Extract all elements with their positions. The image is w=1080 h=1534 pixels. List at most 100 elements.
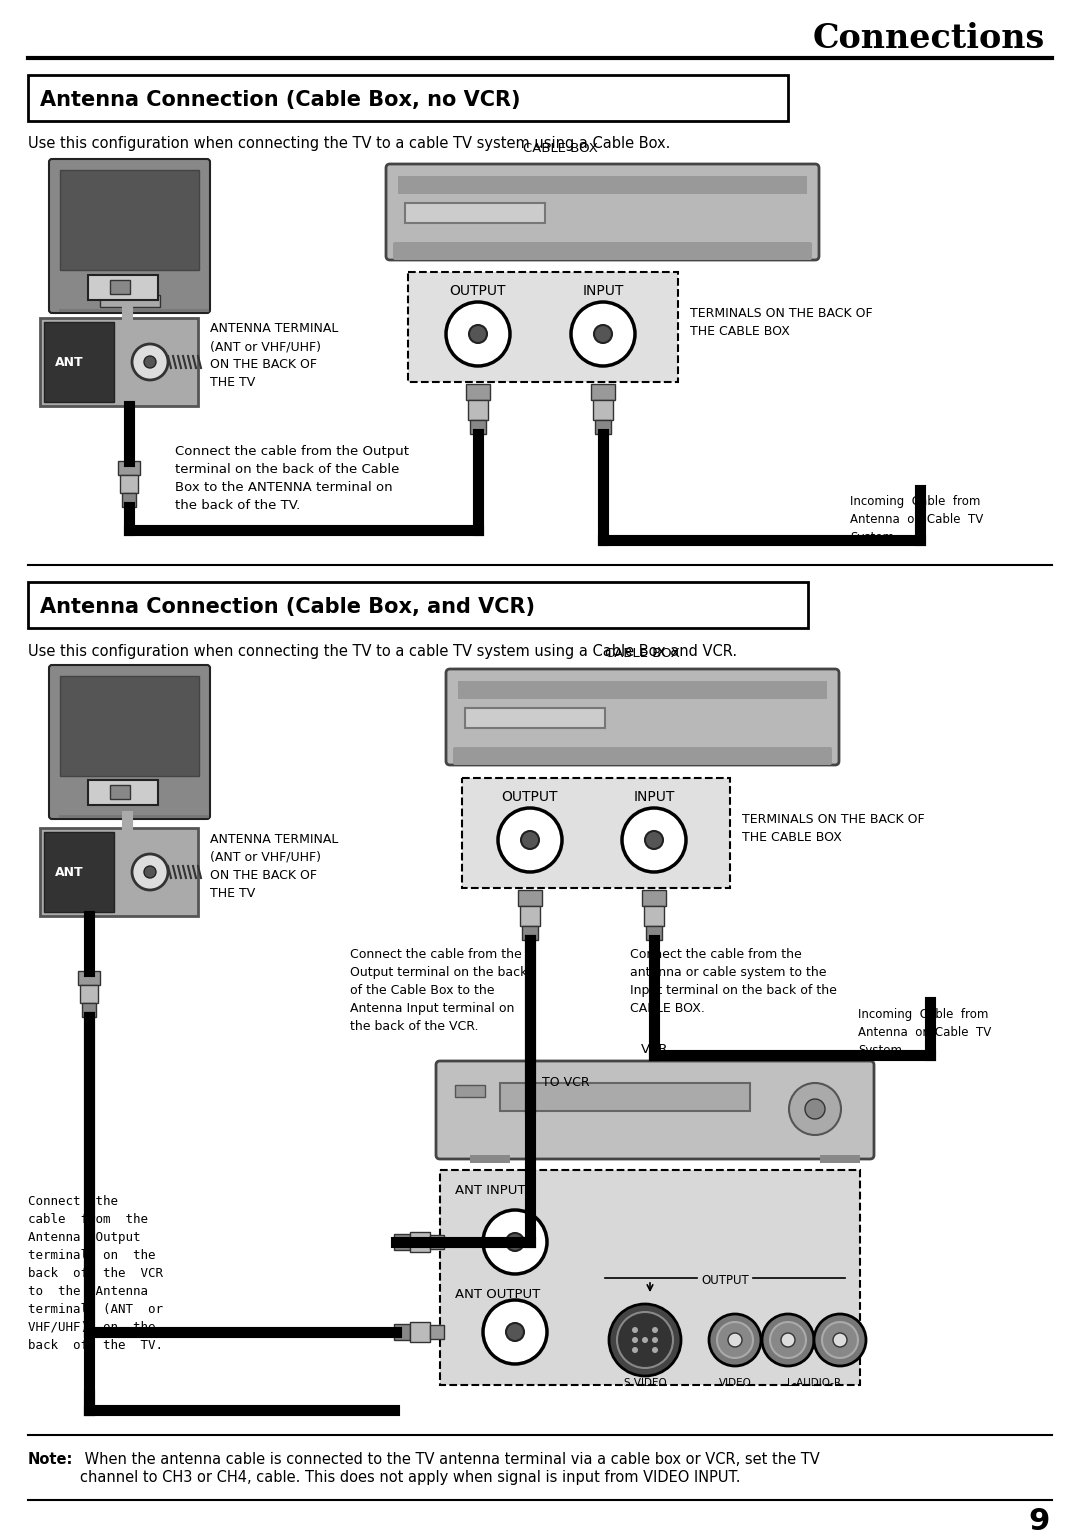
Circle shape — [833, 1333, 847, 1347]
Text: TERMINALS ON THE BACK OF
THE CABLE BOX: TERMINALS ON THE BACK OF THE CABLE BOX — [690, 307, 873, 337]
Text: Use this configuration when connecting the TV to a cable TV system using a Cable: Use this configuration when connecting t… — [28, 137, 671, 150]
Text: VIDEO: VIDEO — [718, 1378, 752, 1388]
Text: CABLE BOX: CABLE BOX — [523, 143, 597, 155]
Bar — [458, 681, 827, 700]
Bar — [440, 1170, 860, 1385]
Bar — [399, 176, 807, 193]
Bar — [646, 927, 662, 940]
FancyBboxPatch shape — [49, 666, 210, 819]
Bar — [122, 492, 136, 508]
Text: ANTENNA TERMINAL
(ANT or VHF/UHF)
ON THE BACK OF
THE TV: ANTENNA TERMINAL (ANT or VHF/UHF) ON THE… — [210, 833, 338, 900]
Circle shape — [498, 808, 562, 871]
Bar — [44, 322, 114, 402]
Circle shape — [645, 831, 663, 848]
Circle shape — [717, 1322, 753, 1358]
FancyBboxPatch shape — [393, 242, 812, 259]
Text: Connect the cable from the
antenna or cable system to the
Input terminal on the : Connect the cable from the antenna or ca… — [630, 948, 837, 1016]
Bar — [60, 170, 199, 270]
Bar — [522, 927, 538, 940]
Text: S VIDEO: S VIDEO — [623, 1378, 666, 1388]
Text: OUTPUT: OUTPUT — [449, 284, 507, 298]
Bar — [410, 1232, 430, 1252]
Circle shape — [632, 1327, 638, 1333]
Bar — [110, 785, 130, 799]
Bar — [430, 1235, 444, 1249]
Circle shape — [789, 1083, 841, 1135]
Circle shape — [652, 1338, 658, 1342]
Text: L-AUDIO-R: L-AUDIO-R — [787, 1378, 841, 1388]
Text: 9: 9 — [1028, 1508, 1050, 1534]
Text: OUTPUT: OUTPUT — [701, 1275, 748, 1287]
Bar — [110, 281, 130, 295]
Circle shape — [652, 1327, 658, 1333]
Text: Antenna Connection (Cable Box, no VCR): Antenna Connection (Cable Box, no VCR) — [40, 91, 521, 110]
Text: Connect the cable from the
Output terminal on the back
of the Cable Box to the
A: Connect the cable from the Output termin… — [350, 948, 527, 1032]
Circle shape — [144, 867, 156, 877]
Text: Incoming  Cable  from
Antenna  or  Cable  TV
System: Incoming Cable from Antenna or Cable TV … — [850, 495, 983, 545]
Text: ANT: ANT — [55, 865, 83, 879]
Circle shape — [822, 1322, 858, 1358]
Circle shape — [521, 831, 539, 848]
Circle shape — [632, 1347, 638, 1353]
Text: ANT: ANT — [55, 356, 83, 368]
Bar — [644, 907, 664, 927]
Circle shape — [762, 1315, 814, 1365]
Bar — [591, 384, 615, 400]
Bar — [118, 462, 140, 476]
Circle shape — [609, 1304, 681, 1376]
Bar — [100, 295, 160, 307]
Bar — [40, 318, 198, 407]
Bar — [40, 828, 198, 916]
Text: OUTPUT: OUTPUT — [502, 790, 558, 804]
Circle shape — [632, 1338, 638, 1342]
Circle shape — [652, 1347, 658, 1353]
Bar — [519, 907, 540, 927]
Circle shape — [132, 854, 168, 890]
Circle shape — [144, 356, 156, 368]
Text: TO VCR: TO VCR — [542, 1077, 590, 1089]
Circle shape — [446, 302, 510, 367]
Bar — [87, 275, 158, 301]
Circle shape — [708, 1315, 761, 1365]
Circle shape — [642, 1338, 648, 1342]
Bar — [593, 400, 613, 420]
Circle shape — [483, 1210, 546, 1275]
Bar — [28, 75, 788, 121]
Bar — [82, 1003, 96, 1017]
Circle shape — [770, 1322, 806, 1358]
Circle shape — [571, 302, 635, 367]
Text: Antenna Connection (Cable Box, and VCR): Antenna Connection (Cable Box, and VCR) — [40, 597, 535, 617]
Bar — [28, 581, 808, 627]
Bar — [394, 1324, 410, 1341]
Bar — [518, 890, 542, 907]
FancyBboxPatch shape — [453, 747, 832, 765]
Text: INPUT: INPUT — [582, 284, 623, 298]
Bar — [405, 202, 545, 222]
Bar — [465, 384, 490, 400]
Bar — [78, 971, 100, 985]
Circle shape — [132, 344, 168, 380]
Circle shape — [805, 1098, 825, 1118]
Text: Note:: Note: — [28, 1453, 73, 1467]
Text: ANT OUTPUT: ANT OUTPUT — [455, 1289, 540, 1301]
Bar — [87, 779, 158, 805]
Bar — [470, 1155, 510, 1163]
Circle shape — [814, 1315, 866, 1365]
Circle shape — [622, 808, 686, 871]
Text: ANT INPUT: ANT INPUT — [455, 1184, 526, 1197]
Text: channel to CH3 or CH4, cable. This does not apply when signal is input from VIDE: channel to CH3 or CH4, cable. This does … — [80, 1470, 741, 1485]
Bar — [408, 272, 678, 382]
Text: When the antenna cable is connected to the TV antenna terminal via a cable box o: When the antenna cable is connected to t… — [80, 1453, 820, 1467]
Bar — [642, 890, 666, 907]
Circle shape — [617, 1312, 673, 1368]
Bar — [455, 1085, 485, 1097]
Bar — [468, 400, 488, 420]
Text: CABLE BOX: CABLE BOX — [605, 647, 679, 660]
Bar — [394, 1233, 410, 1250]
FancyBboxPatch shape — [446, 669, 839, 765]
Circle shape — [483, 1299, 546, 1364]
Circle shape — [469, 325, 487, 344]
Circle shape — [594, 325, 612, 344]
Circle shape — [781, 1333, 795, 1347]
Bar — [820, 1155, 860, 1163]
